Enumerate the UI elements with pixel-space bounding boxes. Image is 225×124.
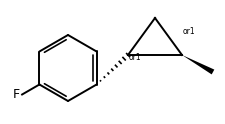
Text: F: F: [13, 88, 20, 101]
Polygon shape: [181, 55, 213, 74]
Text: or1: or1: [128, 53, 141, 62]
Text: or1: or1: [182, 28, 195, 36]
